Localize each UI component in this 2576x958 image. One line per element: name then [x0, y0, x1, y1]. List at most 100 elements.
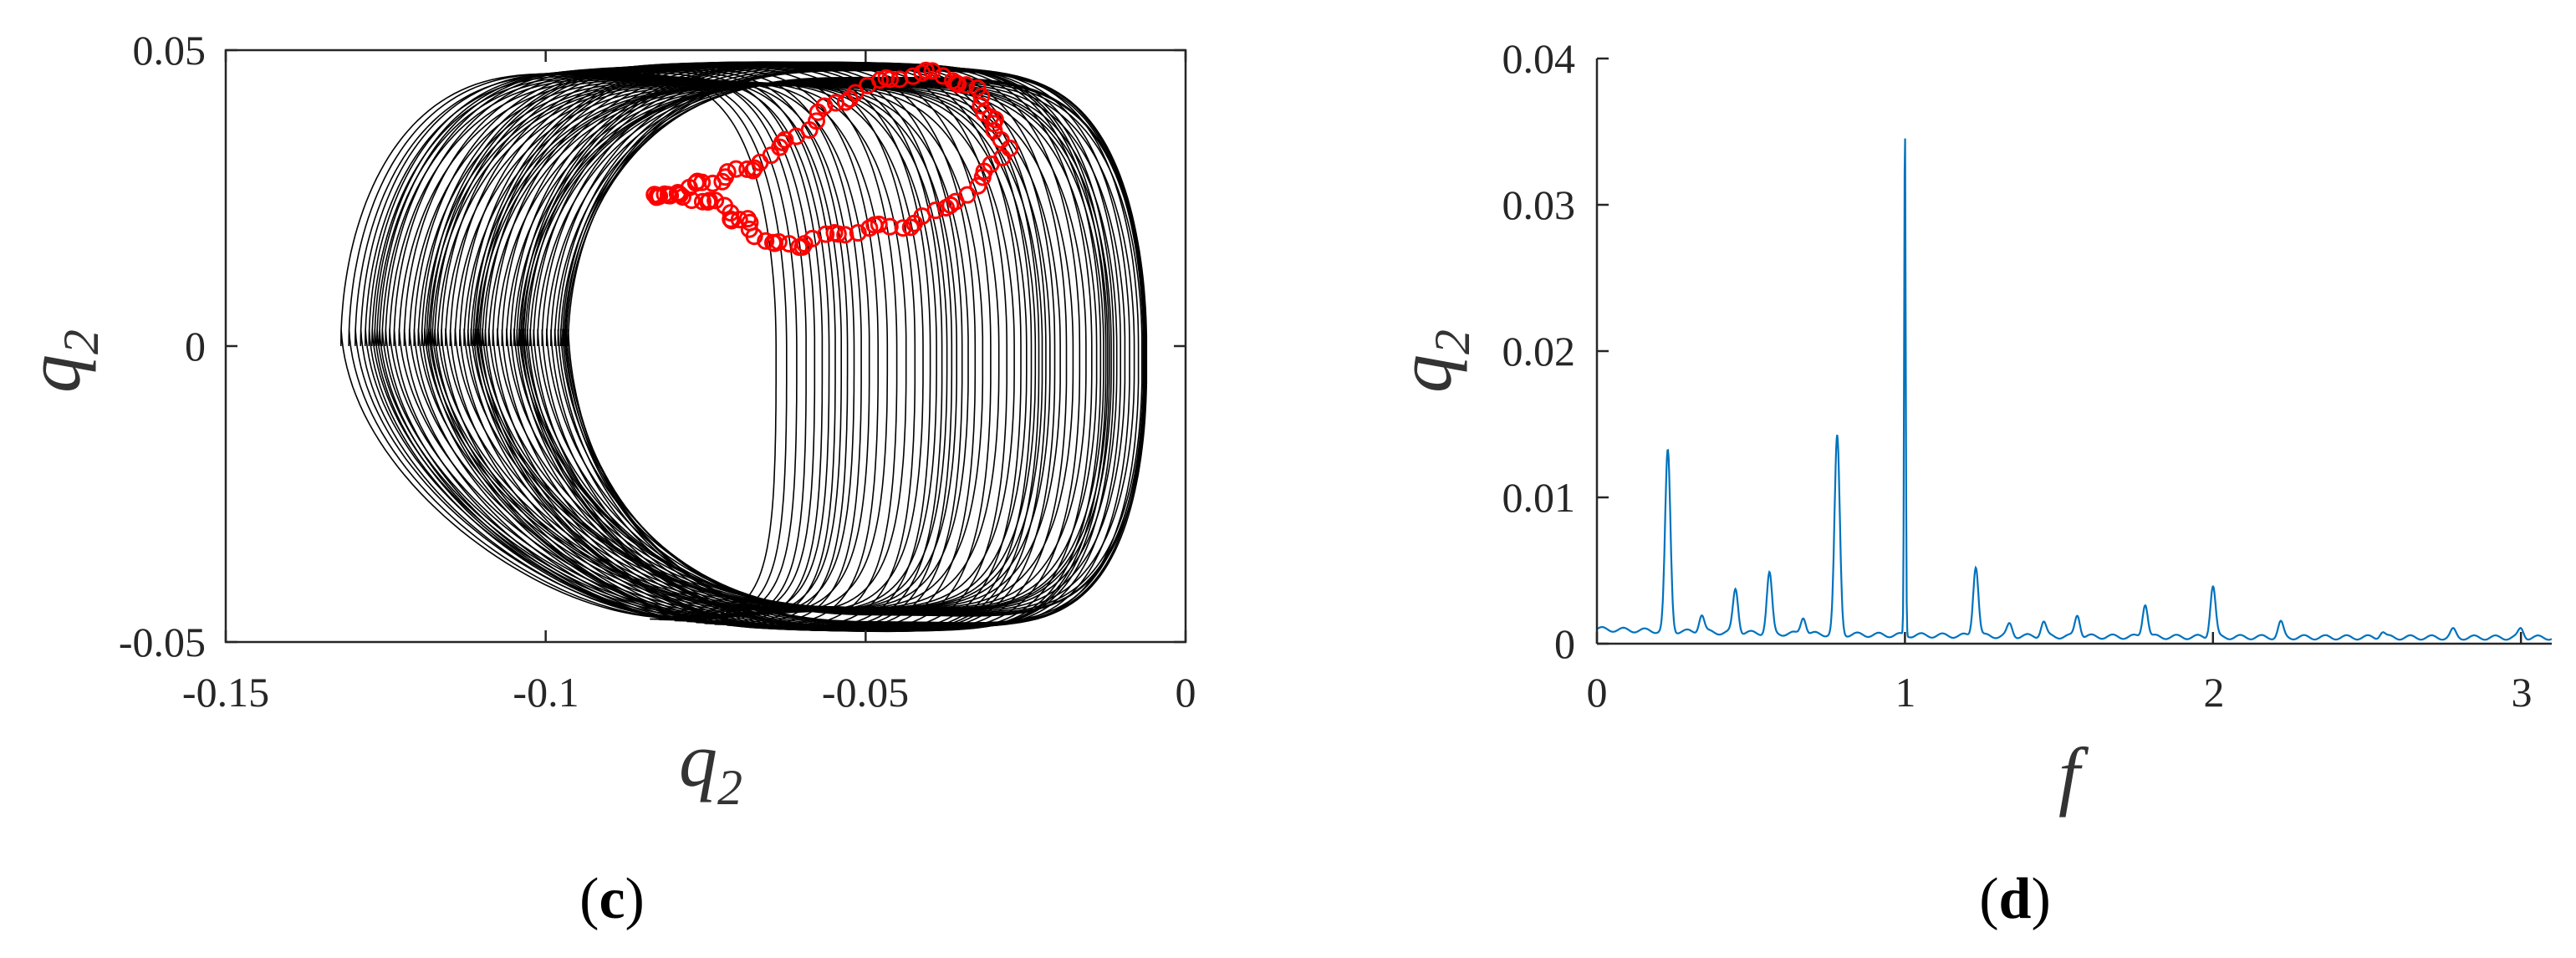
c-trajectory-orbit [445, 84, 984, 610]
c-trajectory-orbit [562, 68, 1148, 626]
c-trajectory-orbit [434, 63, 963, 631]
c-trajectory-orbit [513, 84, 1098, 610]
c-trajectory-orbit [431, 83, 957, 611]
c-poincare-point [668, 184, 686, 202]
c-poincare-point [716, 196, 734, 215]
c-poincare-point [764, 233, 783, 252]
c-trajectory-orbit [340, 73, 777, 621]
d-ytick-label: 0.03 [1502, 181, 1576, 228]
c-trajectory [340, 61, 1148, 633]
c-trajectory-orbit [537, 80, 1126, 613]
c-trajectory-orbit [521, 83, 1109, 611]
c-trajectory-orbit [454, 84, 1000, 609]
c-ytick-label: 0.05 [133, 27, 207, 74]
c-caption: (c) [579, 867, 645, 931]
c-trajectory-orbit [423, 81, 937, 612]
c-trajectory-orbit [348, 72, 788, 621]
d-ytick-label: 0.01 [1502, 474, 1576, 521]
c-trajectory-orbit [398, 79, 889, 614]
c-poincare-point [972, 87, 991, 105]
c-trajectory-orbit [376, 77, 842, 617]
c-trajectory-orbit [449, 62, 992, 632]
c-poincare-point [706, 191, 725, 210]
c-trajectory-orbit [518, 83, 1104, 610]
c-trajectory-orbit [381, 78, 855, 616]
c-poincare-point [905, 214, 923, 232]
c-poincare-point [949, 75, 967, 94]
d-ylabel: q2 [1382, 329, 1480, 393]
c-poincare-point [740, 220, 758, 238]
c-trajectory-orbit [378, 69, 849, 625]
c-poincare-point [973, 168, 992, 186]
d-xtick-label: 2 [2204, 669, 2225, 716]
c-ylabel: q2 [11, 329, 109, 393]
c-poincare-point [984, 115, 1002, 133]
c-poincare-point [718, 163, 737, 181]
c-xtick-label: -0.05 [822, 669, 909, 716]
c-poincare-point [825, 224, 844, 242]
c-ytick-label: 0 [185, 323, 206, 369]
c-poincare-point [727, 160, 745, 178]
c-trajectory-orbit [403, 66, 898, 628]
c-trajectory-orbit [545, 79, 1135, 614]
c-xtick-label: 0 [1176, 669, 1196, 716]
c-trajectory-orbit [368, 70, 824, 623]
c-poincare-point [901, 218, 920, 237]
c-trajectory-orbit [524, 82, 1112, 612]
c-trajectory-orbit [440, 62, 977, 631]
d-xtick-label: 0 [1587, 669, 1608, 716]
c-poincare-point [808, 112, 826, 130]
c-poincare-point [836, 226, 854, 244]
c-poincare-point [894, 219, 912, 237]
d-tick-marks [1595, 57, 2522, 645]
c-trajectory-orbit [492, 61, 1068, 632]
c-trajectory-orbit [505, 84, 1087, 609]
c-poincare-point [745, 159, 763, 177]
c-trajectory-orbit [427, 82, 948, 611]
c-xtick-label: -0.15 [182, 669, 269, 716]
c-poincare-point [913, 64, 931, 82]
c-poincare-point [881, 70, 900, 89]
c-poincare-point [957, 76, 976, 94]
c-poincare-point [776, 130, 794, 149]
c-trajectory-orbit [567, 69, 1145, 624]
c-trajectory-orbit [463, 84, 1015, 609]
c-poincare-point [969, 176, 987, 195]
c-trajectory-orbit [459, 61, 1007, 632]
c-poincare-point [790, 238, 809, 257]
c-trajectory-orbit [365, 74, 816, 619]
d-ytick-label: 0 [1554, 620, 1575, 667]
c-trajectory-orbit [413, 65, 916, 629]
c-poincare-point [836, 93, 854, 111]
c-trajectory-orbit [487, 84, 1061, 609]
c-poincare-point [968, 79, 987, 97]
c-trajectory-orbit [563, 77, 1147, 616]
c-poincare-point [693, 192, 712, 211]
c-poincare-point [659, 186, 677, 204]
c-xtick-label: -0.1 [513, 669, 579, 716]
c-trajectory-orbit [553, 79, 1143, 614]
c-trajectory-orbit [371, 75, 830, 618]
c-poincare-point [934, 67, 952, 85]
c-trajectory-orbit [360, 71, 807, 622]
c-trajectory-orbit [355, 74, 798, 619]
c-poincare-points [645, 61, 1019, 257]
c-poincare-point [916, 61, 935, 79]
c-poincare-point [699, 193, 717, 211]
d-ytick-label: 0.02 [1502, 328, 1576, 375]
c-trajectory-orbit [501, 61, 1081, 632]
c-trajectory-orbit [565, 76, 1145, 617]
c-trajectory-orbit [470, 84, 1028, 609]
d-caption: (d) [1979, 867, 2051, 931]
d-xtick-label: 3 [2512, 669, 2533, 716]
c-trajectory-orbit [417, 81, 924, 613]
c-ytick-label: -0.05 [119, 619, 206, 665]
d-xtick-label: 1 [1895, 669, 1916, 716]
c-trajectory-orbit [529, 81, 1118, 612]
d-xlabel: f [2058, 732, 2089, 818]
c-poincare-point [849, 224, 867, 242]
c-poincare-point [815, 97, 834, 115]
c-poincare-point [650, 187, 669, 206]
c-trajectory-orbit [408, 80, 907, 614]
